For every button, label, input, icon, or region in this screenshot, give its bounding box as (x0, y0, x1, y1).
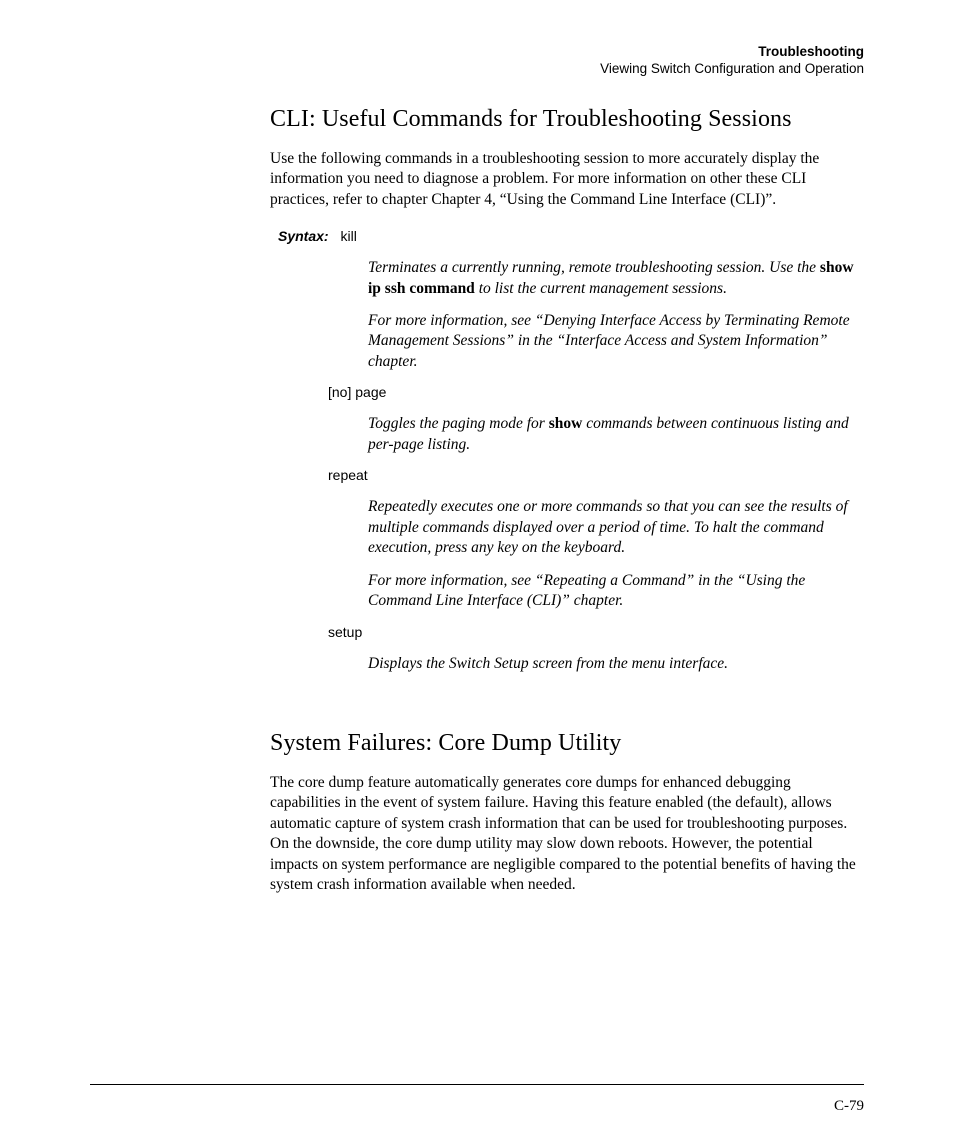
command-no-page: [no] page (328, 384, 864, 400)
setup-desc: Displays the Switch Setup screen from th… (368, 654, 864, 674)
kill-desc-1: Terminates a currently running, remote t… (368, 258, 864, 299)
section-heading-cli: CLI: Useful Commands for Troubleshooting… (270, 106, 864, 133)
header-subtitle: Viewing Switch Configuration and Operati… (90, 61, 864, 78)
coredump-paragraph: The core dump feature automatically gene… (270, 773, 864, 896)
intro-paragraph: Use the following commands in a troubles… (270, 149, 864, 210)
syntax-label: Syntax: (278, 228, 329, 244)
command-repeat: repeat (328, 467, 864, 483)
nopage-description-block: Toggles the paging mode for show command… (368, 414, 864, 455)
repeat-description-block: Repeatedly executes one or more commands… (368, 497, 864, 611)
section-2: System Failures: Core Dump Utility The c… (270, 730, 864, 896)
setup-description-block: Displays the Switch Setup screen from th… (368, 654, 864, 674)
repeat-desc-2: For more information, see “Repeating a C… (368, 571, 864, 612)
running-header: Troubleshooting Viewing Switch Configura… (90, 44, 864, 78)
page-number: C-79 (834, 1098, 864, 1115)
page: Troubleshooting Viewing Switch Configura… (0, 0, 954, 1145)
kill-description-block: Terminates a currently running, remote t… (368, 258, 864, 372)
command-kill: kill (340, 228, 356, 244)
syntax-row: Syntax: kill (278, 228, 864, 244)
kill-desc-1a: Terminates a currently running, remote t… (368, 259, 820, 276)
section-heading-coredump: System Failures: Core Dump Utility (270, 730, 864, 757)
content-area: CLI: Useful Commands for Troubleshooting… (270, 106, 864, 896)
kill-desc-1b: to list the current management sessions. (475, 280, 727, 297)
nopage-desc-bold: show (549, 415, 583, 432)
nopage-desc: Toggles the paging mode for show command… (368, 414, 864, 455)
nopage-desc-a: Toggles the paging mode for (368, 415, 549, 432)
command-setup: setup (328, 624, 864, 640)
footer-rule (90, 1084, 864, 1085)
header-title: Troubleshooting (90, 44, 864, 61)
repeat-desc-1: Repeatedly executes one or more commands… (368, 497, 864, 558)
kill-desc-2: For more information, see “Denying Inter… (368, 311, 864, 372)
